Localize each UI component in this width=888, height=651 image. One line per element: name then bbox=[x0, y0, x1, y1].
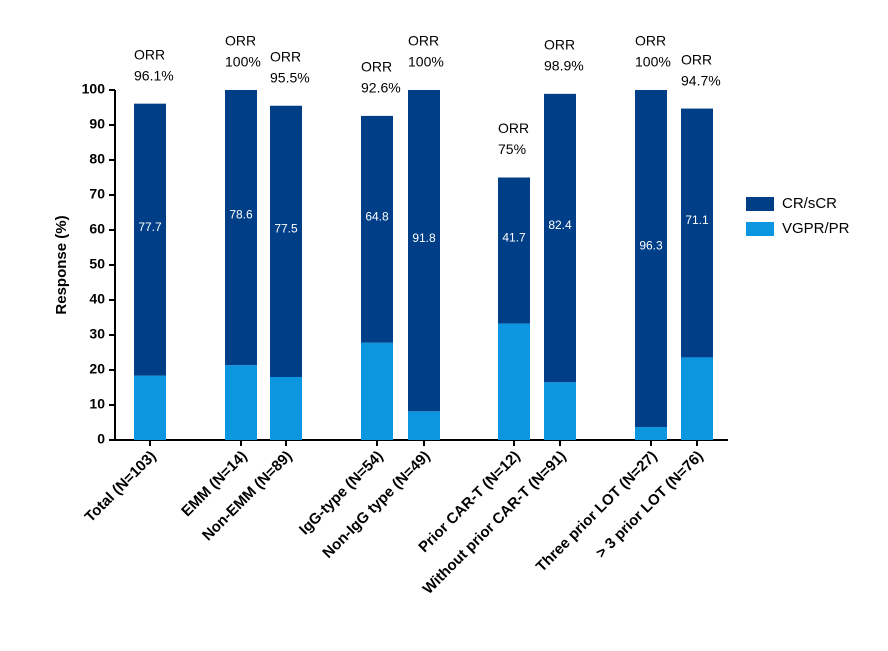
y-tick-label: 10 bbox=[89, 396, 105, 412]
bar-segment bbox=[681, 108, 713, 358]
bar-segment bbox=[270, 377, 302, 440]
bar-segment bbox=[498, 323, 530, 440]
legend-label: CR/sCR bbox=[782, 195, 837, 212]
y-tick-label: 30 bbox=[89, 326, 105, 342]
orr-value: 98.9% bbox=[544, 58, 584, 74]
y-tick-label: 60 bbox=[89, 221, 105, 237]
data-label: 91.8 bbox=[412, 231, 436, 245]
orr-label: ORR bbox=[635, 33, 666, 49]
bar-segment bbox=[544, 93, 576, 383]
orr-label: ORR bbox=[498, 120, 529, 136]
data-label: 96.3 bbox=[639, 239, 663, 253]
data-label: 77.7 bbox=[138, 220, 162, 234]
data-label: 77.5 bbox=[274, 222, 298, 236]
bar-segment bbox=[225, 90, 257, 366]
legend-label: VGPR/PR bbox=[782, 220, 850, 237]
bar-segment bbox=[270, 105, 302, 377]
y-tick-label: 80 bbox=[89, 151, 105, 167]
data-label: 41.7 bbox=[502, 231, 526, 245]
y-tick-label: 70 bbox=[89, 186, 105, 202]
bar-segment bbox=[134, 375, 166, 440]
orr-value: 95.5% bbox=[270, 69, 310, 85]
bar-segment bbox=[635, 427, 667, 440]
bar-segment bbox=[635, 90, 667, 428]
orr-label: ORR bbox=[681, 51, 712, 67]
legend-swatch bbox=[746, 197, 774, 211]
x-tick-label: Total (N=103) bbox=[81, 448, 159, 526]
bar-segment bbox=[134, 103, 166, 376]
bar-segment bbox=[408, 411, 440, 440]
y-tick-label: 50 bbox=[89, 256, 105, 272]
orr-value: 75% bbox=[498, 141, 526, 157]
orr-value: 94.7% bbox=[681, 72, 721, 88]
data-label: 71.1 bbox=[685, 213, 709, 227]
bar-segment bbox=[225, 365, 257, 440]
bar-segment bbox=[361, 342, 393, 440]
data-label: 78.6 bbox=[229, 208, 253, 222]
y-tick-label: 40 bbox=[89, 291, 105, 307]
orr-label: ORR bbox=[408, 33, 439, 49]
data-label: 64.8 bbox=[365, 209, 389, 223]
orr-value: 100% bbox=[635, 54, 671, 70]
bar-segment bbox=[681, 357, 713, 440]
y-axis-label: Response (%) bbox=[53, 215, 70, 314]
orr-label: ORR bbox=[361, 59, 392, 75]
orr-label: ORR bbox=[270, 48, 301, 64]
orr-label: ORR bbox=[134, 46, 165, 62]
bar-segment bbox=[544, 382, 576, 440]
y-tick-label: 20 bbox=[89, 361, 105, 377]
orr-value: 96.1% bbox=[134, 67, 174, 83]
y-tick-label: 90 bbox=[89, 116, 105, 132]
y-tick-label: 0 bbox=[97, 431, 105, 447]
orr-value: 100% bbox=[225, 54, 261, 70]
bar-segment bbox=[361, 115, 393, 343]
y-tick-label: 100 bbox=[82, 81, 106, 97]
legend-swatch bbox=[746, 222, 774, 236]
bar-segment bbox=[498, 177, 530, 324]
data-label: 82.4 bbox=[548, 218, 572, 232]
x-tick-label: IgG-type (N=54) bbox=[296, 448, 387, 539]
bar-segment bbox=[408, 90, 440, 412]
orr-value: 100% bbox=[408, 54, 444, 70]
orr-label: ORR bbox=[225, 33, 256, 49]
orr-label: ORR bbox=[544, 37, 575, 53]
orr-value: 92.6% bbox=[361, 80, 401, 96]
